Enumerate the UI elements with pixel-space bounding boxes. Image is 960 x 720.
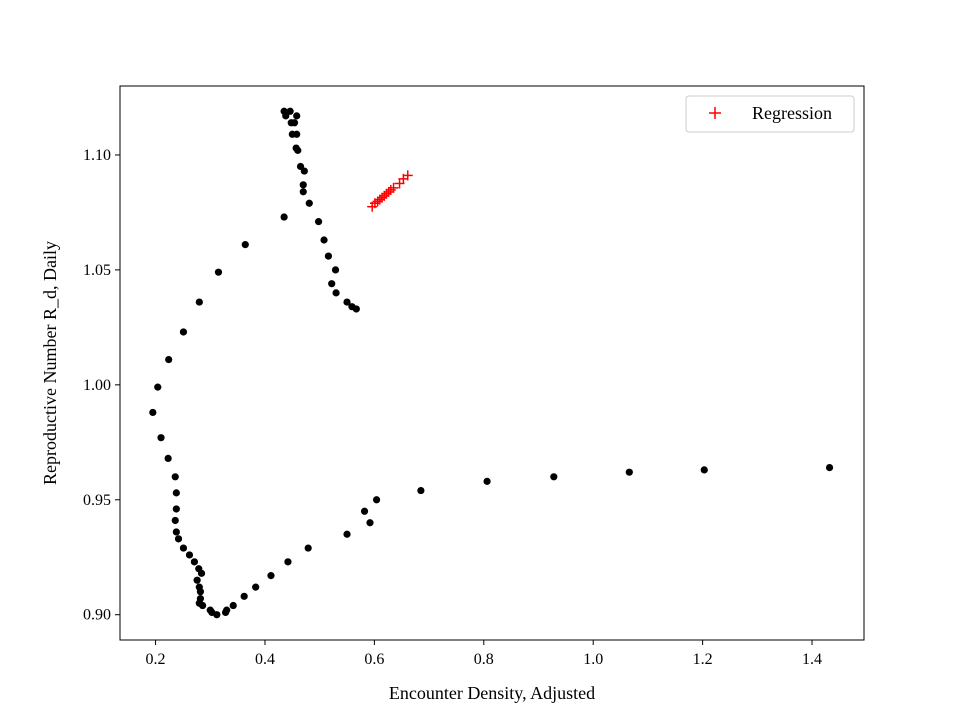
data-point	[286, 107, 294, 115]
data-point	[625, 468, 633, 476]
data-point	[240, 592, 248, 600]
data-point	[171, 473, 179, 481]
data-point	[213, 611, 221, 619]
data-point	[550, 473, 558, 481]
data-point	[267, 572, 275, 580]
data-point	[293, 112, 301, 120]
plot-frame	[119, 85, 865, 641]
data-point	[284, 558, 292, 566]
y-tick-label: 0.95	[83, 492, 111, 509]
x-tick-label: 0.4	[255, 651, 275, 668]
data-point	[299, 188, 307, 196]
legend-box	[685, 95, 855, 133]
data-point	[320, 236, 328, 244]
data-point	[179, 544, 188, 552]
legend-label-regression: Regression	[752, 103, 832, 123]
x-tick-label: 1.4	[802, 651, 822, 668]
x-tick-label: 0.6	[364, 651, 384, 668]
data-point	[172, 489, 180, 497]
data-point	[164, 454, 172, 462]
data-point	[172, 505, 180, 513]
data-point	[223, 606, 231, 614]
data-point	[197, 569, 206, 577]
data-point	[331, 266, 340, 274]
data-point	[483, 477, 491, 485]
y-axis: 0.90 0.95 1.00 1.05 1.10	[83, 147, 120, 624]
x-axis: 0.2 0.4 0.6 0.8 1.0 1.2 1.4	[146, 640, 822, 668]
regression-point	[383, 186, 394, 197]
legend: Regression	[685, 95, 855, 133]
data-point	[304, 544, 312, 552]
data-point	[343, 530, 351, 538]
data-point	[179, 328, 188, 336]
data-point	[165, 355, 173, 364]
data-point	[195, 298, 203, 306]
data-point	[149, 408, 157, 417]
y-tick-label: 0.90	[83, 607, 111, 624]
data-point	[171, 516, 179, 525]
data-point	[328, 280, 336, 288]
data-point	[305, 199, 313, 207]
data-point	[172, 528, 180, 536]
data-point	[314, 218, 323, 226]
data-point	[290, 119, 299, 127]
data-point	[199, 601, 207, 610]
data-point	[324, 252, 333, 260]
data-point	[700, 466, 708, 474]
data-point	[343, 298, 351, 306]
data-point	[252, 583, 260, 591]
regression-point	[388, 182, 399, 193]
x-tick-label: 0.2	[146, 651, 166, 668]
y-axis-label: Reproductive Number R_d, Daily	[40, 241, 60, 485]
data-point	[300, 167, 308, 175]
points-layer	[149, 107, 834, 619]
data-point	[360, 507, 369, 515]
data-point	[190, 558, 198, 566]
data-point	[332, 289, 340, 297]
regression-point	[402, 170, 413, 181]
legend-marker-regression	[709, 107, 721, 119]
x-tick-label: 0.8	[474, 651, 494, 668]
data-point	[174, 535, 183, 543]
data-point	[366, 519, 374, 527]
data-point	[417, 486, 425, 495]
data-point	[825, 463, 834, 472]
y-tick-label: 1.05	[83, 262, 111, 279]
data-point	[280, 213, 288, 221]
data-point	[293, 130, 301, 138]
data-point	[372, 496, 381, 504]
data-point	[214, 268, 223, 276]
data-point	[185, 551, 194, 559]
x-tick-label: 1.0	[583, 651, 603, 668]
y-tick-label: 1.10	[83, 147, 111, 164]
data-point	[294, 146, 302, 154]
data-point	[352, 305, 360, 313]
data-point	[229, 601, 237, 610]
data-point	[154, 383, 162, 391]
data-point	[282, 112, 290, 120]
x-axis-label: Encounter Density, Adjusted	[389, 683, 595, 703]
y-tick-label: 1.00	[83, 377, 111, 394]
x-tick-label: 1.2	[693, 651, 713, 668]
data-point	[196, 588, 205, 596]
data-point	[157, 434, 165, 442]
data-point	[299, 181, 307, 189]
data-point	[241, 241, 249, 249]
data-point	[193, 576, 201, 584]
